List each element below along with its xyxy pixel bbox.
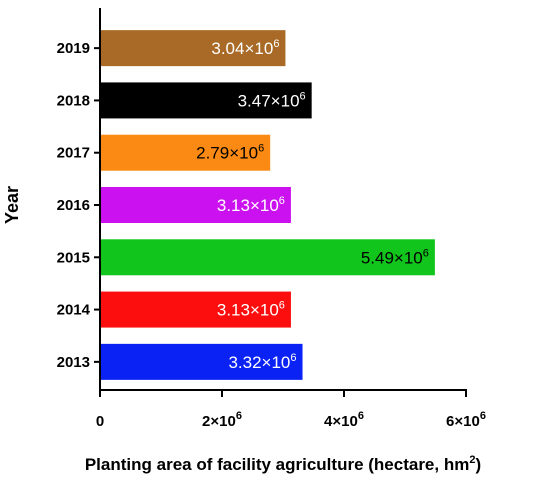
y-tick-label-2018: 2018: [57, 92, 90, 109]
x-tick-label-2: 4×106: [324, 410, 364, 430]
x-axis-title-text: Planting area of facility agriculture (h…: [85, 455, 470, 474]
data-label-2015: 5.49×106: [361, 247, 429, 267]
data-label-2014: 3.13×106: [217, 300, 285, 320]
y-tick-label-2016: 2016: [57, 197, 90, 214]
bar-2014: [100, 291, 291, 328]
bars-layer: 3.32×106 3.13×106 5.49×106 3.13×106 2.79×106…: [100, 30, 435, 380]
axes-layer: 2013 2014 2015 2016 2017 2018 2019 0 2×106 4×106 6…: [57, 8, 486, 430]
y-tick-label-2015: 2015: [57, 249, 90, 266]
data-label-2013: 3.32×106: [228, 352, 296, 372]
y-axis-title: Year: [2, 186, 22, 224]
data-label-2018: 3.47×106: [238, 90, 306, 110]
y-tick-label-2013: 2013: [57, 354, 90, 371]
bar-2018: [100, 82, 312, 119]
x-tick-label-1: 2×106: [202, 410, 242, 430]
bar-2015: [100, 239, 435, 276]
bar-2013: [100, 343, 303, 380]
x-tick-label-0: 0: [96, 413, 104, 430]
y-tick-label-2019: 2019: [57, 40, 90, 57]
y-tick-label-2014: 2014: [57, 302, 91, 319]
bar-2016: [100, 187, 291, 223]
bar-2019: [100, 30, 286, 67]
data-label-2016: 3.13×106: [217, 195, 285, 215]
x-tick-label-3: 6×106: [446, 410, 486, 430]
data-label-2019: 3.04×106: [211, 38, 279, 58]
bar-2017: [100, 134, 271, 171]
x-axis-title-sup: 2: [469, 454, 475, 466]
y-tick-label-2017: 2017: [57, 145, 90, 162]
data-label-2017: 2.79×106: [196, 143, 264, 163]
x-axis-title: Planting area of facility agriculture (h…: [85, 454, 481, 474]
x-axis-title-end: ): [475, 455, 481, 474]
